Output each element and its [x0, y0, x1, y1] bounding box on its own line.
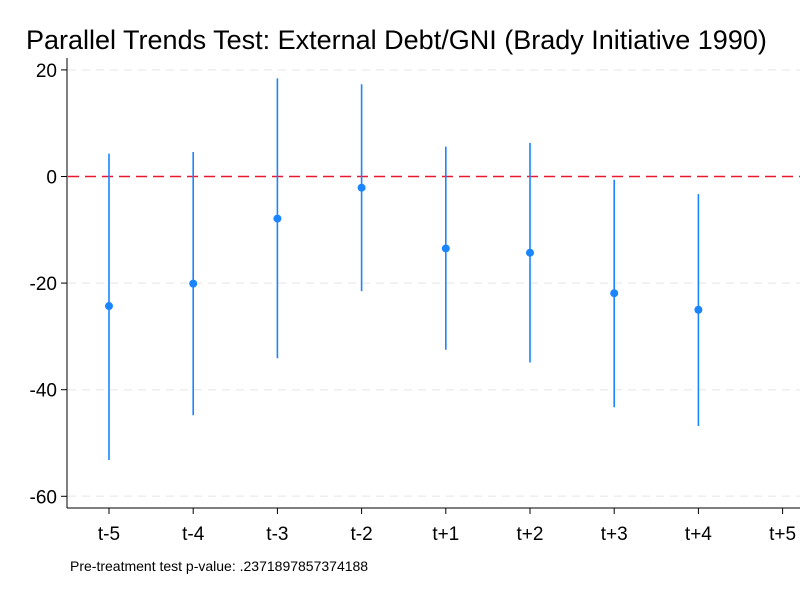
y-tick-label: 20	[36, 61, 57, 82]
x-tick-label: t-2	[351, 524, 373, 545]
x-tick-label: t+3	[601, 524, 628, 545]
x-tick-label: t-3	[266, 524, 288, 545]
p-value-note: Pre-treatment test p-value: .23718978573…	[70, 558, 368, 574]
y-tick-label: -40	[30, 381, 57, 402]
chart-title: Parallel Trends Test: External Debt/GNI …	[26, 25, 767, 55]
point-estimate	[105, 302, 113, 311]
data-marks	[105, 78, 703, 461]
x-tick-label: t+5	[769, 524, 796, 545]
x-tick-label: t+1	[432, 524, 459, 545]
point-estimate	[189, 279, 198, 288]
point-estimate	[357, 183, 366, 192]
y-axis-ticks: 20 0 -20 -40 -60	[30, 61, 67, 508]
point-estimate	[526, 248, 534, 257]
point-estimate	[610, 289, 619, 298]
y-tick-label: 0	[46, 168, 57, 189]
x-tick-label: t-4	[182, 524, 205, 545]
point-estimate	[273, 214, 282, 223]
y-tick-label: -20	[30, 274, 57, 295]
x-tick-label: t+4	[685, 524, 712, 545]
y-tick-label: -60	[30, 487, 57, 508]
point-estimate	[694, 305, 703, 314]
x-tick-label: t+2	[517, 524, 544, 545]
x-tick-label: t-5	[98, 524, 120, 545]
point-estimate	[441, 244, 450, 253]
x-axis-ticks: t-5 t-4 t-3 t-2 t+1 t+2 t+3 t+4 t+5	[98, 508, 796, 545]
gridlines	[68, 69, 800, 498]
